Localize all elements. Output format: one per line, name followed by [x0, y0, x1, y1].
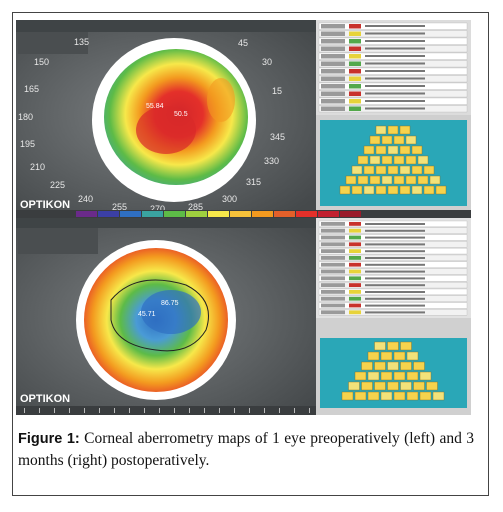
- color-scale-bar: [16, 210, 471, 218]
- angle-label: 165: [24, 84, 39, 94]
- bottom-center-label-2: 45.71: [138, 311, 156, 318]
- bottom-aberration-table: [316, 218, 471, 318]
- angle-label: 315: [246, 177, 261, 187]
- angle-label: 45: [238, 38, 248, 48]
- bottom-brand-logo: OPTIKON: [20, 393, 70, 405]
- top-map-panel: 135 150 165 180 195 210 225 240 255 270 285 300 315 3…: [16, 20, 316, 214]
- angle-label: 15: [272, 86, 282, 96]
- angle-label: 135: [74, 37, 89, 47]
- angle-label: 285: [188, 202, 203, 212]
- top-angle-labels: 135 150 165 180 195 210 225 240 255 270 285 300 315 3…: [18, 37, 285, 214]
- top-center-label-2: 50.5: [174, 111, 188, 118]
- bottom-map-panel: 86.75 45.71 OPTIKON: [16, 218, 471, 415]
- angle-label: 270: [150, 204, 165, 214]
- caption-text: Corneal aberrometry maps of 1 eye preope…: [18, 430, 474, 469]
- figure-label: Figure 1:: [18, 431, 80, 447]
- angle-label: 345: [270, 132, 285, 142]
- angle-label: 30: [262, 57, 272, 67]
- figure-caption: Figure 1: Corneal aberrometry maps of 1 …: [18, 428, 474, 472]
- angle-label: 210: [30, 162, 45, 172]
- angle-label: 225: [50, 180, 65, 190]
- angle-label: 150: [34, 57, 49, 67]
- angle-label: 255: [112, 202, 127, 212]
- angle-label: 330: [264, 156, 279, 166]
- angle-label: 300: [222, 194, 237, 204]
- bottom-center-label-1: 86.75: [161, 300, 179, 307]
- figure-image: 135 150 165 180 195 210 225 240 255 270 285 300 315 3…: [16, 20, 471, 415]
- top-zernike-pyramid: [316, 115, 471, 210]
- bottom-zernike-pyramid: [316, 318, 471, 415]
- top-aberration-table: [316, 20, 471, 115]
- angle-label: 240: [78, 194, 93, 204]
- top-center-label-1: 55.84: [146, 103, 164, 110]
- top-brand-logo: OPTIKON: [20, 199, 70, 211]
- angle-label: 195: [20, 139, 35, 149]
- angle-label: 180: [18, 112, 33, 122]
